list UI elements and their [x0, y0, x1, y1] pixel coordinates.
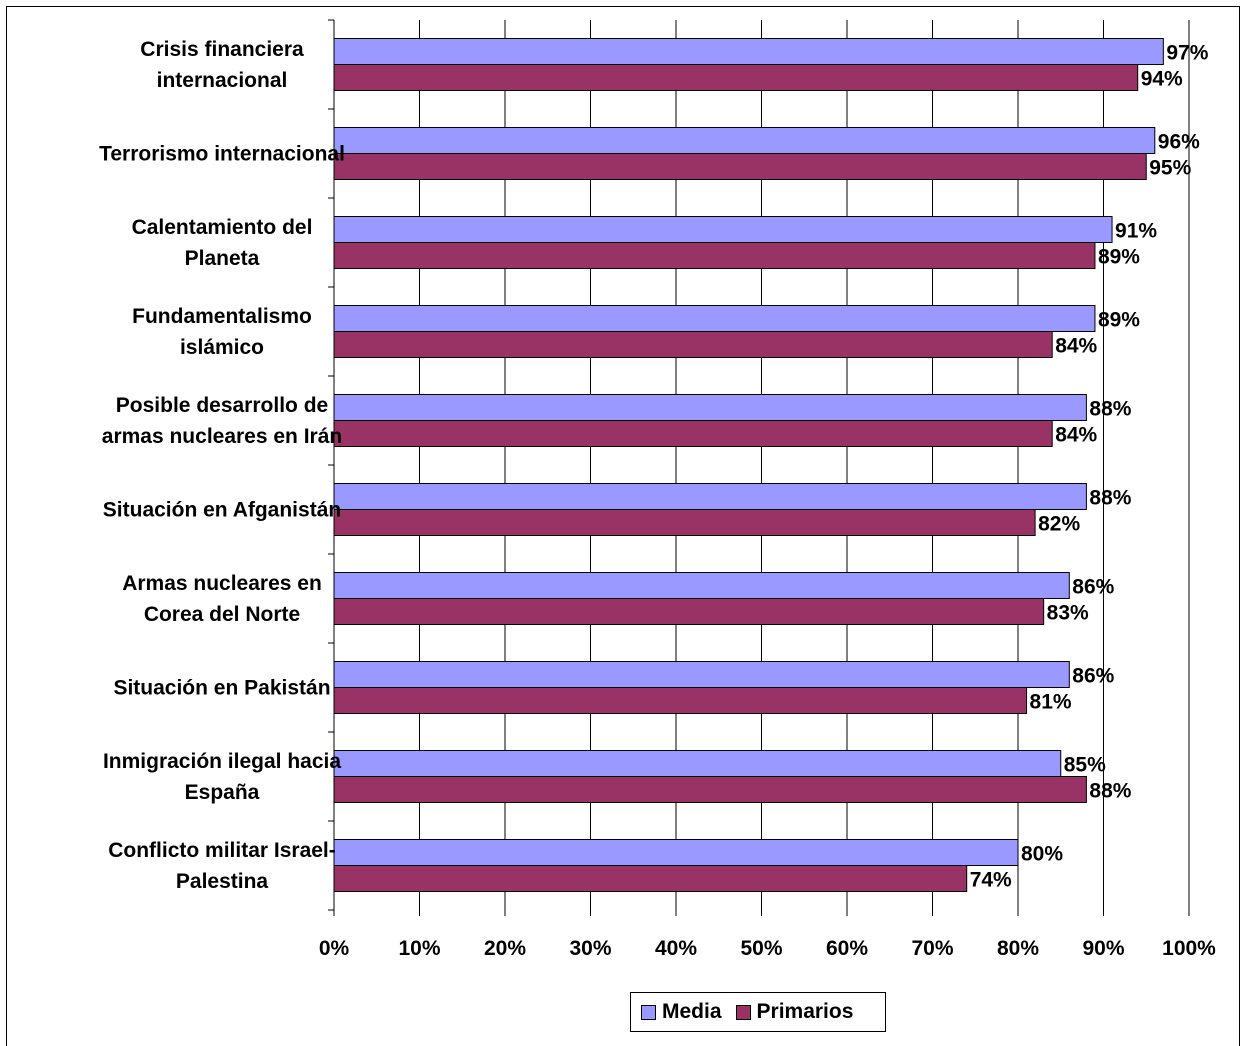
category-label: Calentamiento del	[132, 216, 313, 239]
bar-primarios	[333, 420, 1053, 447]
category-label: Corea del Norte	[144, 603, 300, 626]
legend-item-media: Media	[641, 1000, 722, 1024]
legend-label-primarios: Primarios	[756, 1000, 854, 1023]
category-label: Terrorismo internacional	[99, 143, 345, 166]
legend-label-media: Media	[662, 1000, 722, 1023]
value-label-primarios: 88%	[1089, 780, 1131, 803]
legend-swatch-primarios	[735, 1004, 751, 1020]
category-label: Palestina	[176, 870, 269, 893]
category-label: Inmigración ilegal hacia	[103, 750, 341, 773]
value-label-primarios: 94%	[1141, 68, 1183, 91]
value-label-primarios: 81%	[1030, 691, 1072, 714]
bar-primarios	[333, 865, 968, 892]
value-label-media: 86%	[1072, 576, 1114, 599]
value-label-media: 89%	[1098, 309, 1140, 332]
legend-swatch-media	[641, 1004, 656, 1020]
value-label-media: 85%	[1064, 754, 1106, 777]
x-tick-label: 10%	[398, 937, 440, 960]
bar-media	[333, 305, 1096, 332]
value-label-primarios: 82%	[1038, 513, 1080, 536]
category-label: Fundamentalismo	[132, 305, 312, 328]
x-tick-label: 50%	[740, 937, 782, 960]
value-label-media: 97%	[1166, 42, 1208, 65]
x-tick-label: 60%	[826, 937, 868, 960]
value-label-primarios: 74%	[970, 869, 1012, 892]
bar-primarios	[333, 331, 1053, 358]
bar-primarios	[333, 776, 1087, 803]
value-label-primarios: 84%	[1055, 335, 1097, 358]
bar-primarios	[333, 64, 1139, 91]
bar-media	[333, 572, 1070, 599]
category-label: islámico	[180, 336, 264, 359]
bar-primarios	[333, 153, 1147, 180]
category-label: Conflicto militar Israel-	[108, 839, 336, 862]
legend-item-primarios: Primarios	[735, 1000, 854, 1024]
bar-primarios	[333, 242, 1096, 269]
value-label-media: 91%	[1115, 220, 1157, 243]
category-label: Posible desarrollo de	[116, 394, 328, 417]
category-label: Situación en Afganistán	[103, 499, 341, 522]
x-tick-label: 30%	[569, 937, 611, 960]
x-tick-label: 20%	[484, 937, 526, 960]
value-label-media: 80%	[1021, 843, 1063, 866]
value-label-primarios: 95%	[1149, 157, 1191, 180]
value-label-media: 86%	[1072, 665, 1114, 688]
bar-primarios	[333, 598, 1045, 625]
value-label-media: 96%	[1158, 131, 1200, 154]
category-label: Planeta	[185, 247, 260, 270]
category-label: armas nucleares en Irán	[102, 425, 342, 448]
x-tick-label: 100%	[1162, 937, 1216, 960]
bar-media	[333, 661, 1070, 688]
x-tick-label: 90%	[1082, 937, 1124, 960]
bar-media	[333, 127, 1156, 154]
bar-media	[333, 839, 1019, 866]
bar-media	[333, 394, 1087, 421]
x-tick-label: 80%	[997, 937, 1039, 960]
category-label: Armas nucleares en	[122, 572, 322, 595]
category-label: Crisis financiera	[140, 38, 304, 61]
value-label-primarios: 84%	[1055, 424, 1097, 447]
x-tick-label: 0%	[319, 937, 350, 960]
bar-media	[333, 216, 1113, 243]
legend: Media Primarios	[630, 992, 886, 1032]
bar-primarios	[333, 687, 1028, 714]
value-label-primarios: 83%	[1047, 602, 1089, 625]
bar-media	[333, 750, 1062, 777]
x-tick-label: 40%	[655, 937, 697, 960]
value-label-media: 88%	[1089, 398, 1131, 421]
value-label-media: 88%	[1089, 487, 1131, 510]
x-tick-label: 70%	[911, 937, 953, 960]
category-label: Situación en Pakistán	[113, 677, 330, 700]
bar-media	[333, 38, 1164, 65]
category-label: internacional	[157, 69, 288, 92]
bar-media	[333, 483, 1087, 510]
bar-primarios	[333, 509, 1036, 536]
value-label-primarios: 89%	[1098, 246, 1140, 269]
category-label: España	[185, 781, 260, 804]
